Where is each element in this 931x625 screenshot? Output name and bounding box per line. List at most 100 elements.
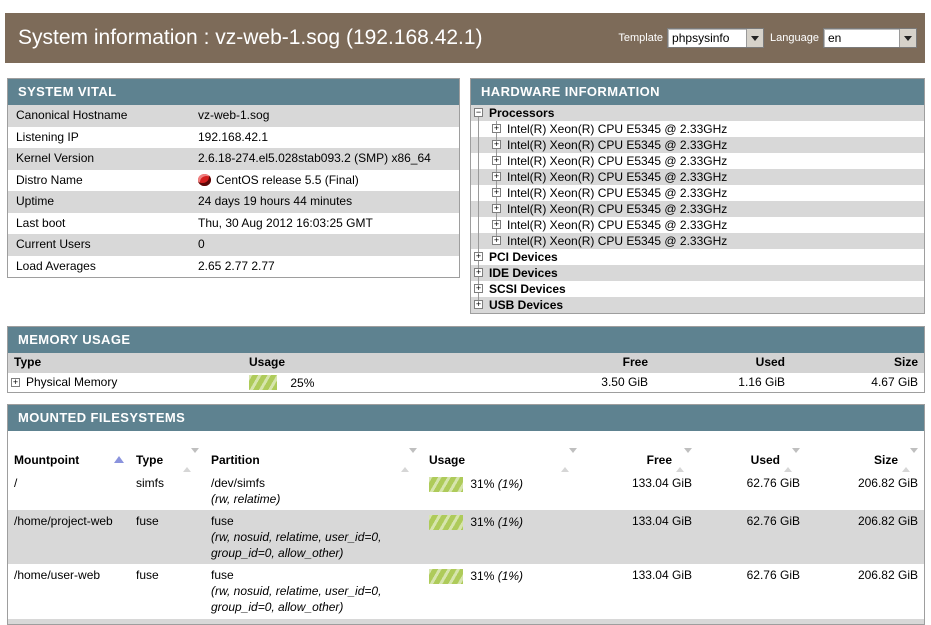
table-row: Uptime 24 days 19 hours 44 minutes [8,191,459,213]
mount-options: (rw, nosuid, relatime, user_id=0, group_… [211,530,382,561]
vital-label: Current Users [16,237,91,251]
usage-cell: 31% (1%) [423,564,583,618]
column-header-type[interactable]: Type [130,447,205,472]
expand-icon[interactable]: + [492,139,501,149]
expand-icon[interactable]: + [492,171,501,181]
vital-value: CentOS release 5.5 (Final) [198,170,459,192]
column-header-usage: Usage [243,353,539,373]
expand-icon[interactable]: + [492,219,501,229]
memory-used-cell: 1.16 GiB [738,375,785,389]
column-header-used: Used [654,353,791,373]
mount-options: (rw, nosuid, relatime, user_id=0, group_… [211,584,382,615]
usage-bar [429,514,464,530]
expand-icon[interactable]: + [492,203,501,213]
table-row: / simfs /dev/simfs (rw, relatime) 31% (1… [8,472,924,510]
filesystems-header-row: Mountpoint Type Partition Usage Free Use… [8,447,924,472]
expand-icon[interactable]: + [474,251,483,261]
tree-item-cpu[interactable]: + Intel(R) Xeon(R) CPU E5345 @ 2.33GHz [471,185,924,201]
column-header-used[interactable]: Used [698,447,806,472]
tree-item-pci-devices[interactable]: + PCI Devices [471,249,924,265]
table-row: Canonical Hostname vz-web-1.sog [8,105,459,127]
sort-icon[interactable] [561,447,577,472]
tree-item-usb-devices[interactable]: + USB Devices [471,297,924,313]
expand-icon[interactable]: + [492,155,501,165]
vital-label: Canonical Hostname [16,108,128,122]
system-vital-panel: SYSTEM VITAL Canonical Hostname vz-web-1… [7,78,460,278]
language-select-value: en [828,31,842,45]
vital-label: Last boot [16,215,66,230]
sort-icon[interactable] [902,447,918,472]
type-cell: fuse [136,514,159,529]
tree-item-ide-devices[interactable]: + IDE Devices [471,265,924,281]
free-cell: 133.04 GiB [631,476,692,491]
memory-free-cell: 3.50 GiB [601,375,648,389]
expand-icon[interactable]: + [474,299,483,309]
partition-cell: fuse (rw, nosuid, relatime, user_id=0, g… [205,510,423,564]
expand-icon[interactable]: + [492,235,501,245]
sort-ascending-icon[interactable] [114,456,124,464]
tree-item-cpu[interactable]: + Intel(R) Xeon(R) CPU E5345 @ 2.33GHz [471,217,924,233]
page-header: System information : vz-web-1.sog (192.1… [5,13,925,63]
tree-item-processors[interactable]: − Processors [471,105,924,121]
column-header-free[interactable]: Free [583,447,698,472]
header-controls: Template phpsysinfo Language en [612,28,917,48]
tree-item-scsi-devices[interactable]: + SCSI Devices [471,281,924,297]
used-cell: 62.76 GiB [746,476,800,491]
sort-icon[interactable] [401,447,417,472]
column-header-size: Size [791,353,924,373]
tree-item-cpu[interactable]: + Intel(R) Xeon(R) CPU E5345 @ 2.33GHz [471,153,924,169]
dropdown-arrow-icon[interactable] [746,29,764,47]
sort-icon[interactable] [183,447,199,472]
vital-label: Kernel Version [16,151,95,165]
column-header-usage[interactable]: Usage [423,447,583,472]
vital-label: Load Averages [16,258,96,273]
expand-icon[interactable]: + [11,377,20,387]
expand-icon[interactable]: + [492,187,501,197]
type-cell: simfs [136,476,164,491]
language-select[interactable]: en [823,28,917,48]
memory-usage-panel: MEMORY USAGE Type Usage Free Used Size +… [7,326,925,394]
panel-title: MOUNTED FILESYSTEMS [8,405,924,432]
expand-icon[interactable]: + [474,267,483,277]
vital-value: vz-web-1.sog [198,108,270,122]
memory-type-cell[interactable]: + Physical Memory [11,375,118,389]
usage-bar [429,568,464,584]
table-row: Current Users 0 [8,234,459,256]
vital-value: 0 [198,237,205,251]
tree-item-cpu[interactable]: + Intel(R) Xeon(R) CPU E5345 @ 2.33GHz [471,233,924,249]
vital-value: 192.168.42.1 [198,129,269,144]
column-header-mountpoint[interactable]: Mountpoint [8,447,130,472]
free-cell: 133.04 GiB [631,514,692,529]
free-cell: 133.04 GiB [631,568,692,583]
memory-usage-cell: 25% [243,373,539,392]
vital-value: Thu, 30 Aug 2012 16:03:25 GMT [198,215,373,230]
page-title: System information : vz-web-1.sog (192.1… [18,26,483,49]
centos-icon [198,174,211,187]
vital-label: Listening IP [16,129,79,144]
tree-item-cpu[interactable]: + Intel(R) Xeon(R) CPU E5345 @ 2.33GHz [471,137,924,153]
vital-label: Uptime [16,194,55,208]
used-cell: 62.76 GiB [746,568,800,583]
dropdown-arrow-icon[interactable] [899,29,916,47]
expand-icon[interactable]: + [474,283,483,293]
type-cell: fuse [136,568,159,583]
mountpoint-cell: / [14,476,18,491]
sort-icon[interactable] [784,447,800,472]
panel-title: MEMORY USAGE [8,327,924,353]
collapse-icon[interactable]: − [474,107,483,117]
vital-value: 24 days 19 hours 44 minutes [198,194,353,208]
table-row: + Physical Memory 25% 3.50 GiB 1.16 GiB … [8,373,924,392]
tree-item-cpu[interactable]: + Intel(R) Xeon(R) CPU E5345 @ 2.33GHz [471,169,924,185]
panel-title: SYSTEM VITAL [8,79,459,105]
table-row: Kernel Version 2.6.18-274.el5.028stab093… [8,148,459,170]
tree-item-cpu[interactable]: + Intel(R) Xeon(R) CPU E5345 @ 2.33GHz [471,121,924,137]
column-header-size[interactable]: Size [806,447,924,472]
vital-value: 2.6.18-274.el5.028stab093.2 (SMP) x86_64 [198,151,431,165]
tree-item-cpu[interactable]: + Intel(R) Xeon(R) CPU E5345 @ 2.33GHz [471,201,924,217]
expand-icon[interactable]: + [492,123,501,133]
template-select[interactable]: phpsysinfo [667,28,765,48]
table-row: Last boot Thu, 30 Aug 2012 16:03:25 GMT [8,213,459,235]
used-cell: 62.76 GiB [746,514,800,529]
sort-icon[interactable] [676,447,692,472]
column-header-partition[interactable]: Partition [205,447,423,472]
